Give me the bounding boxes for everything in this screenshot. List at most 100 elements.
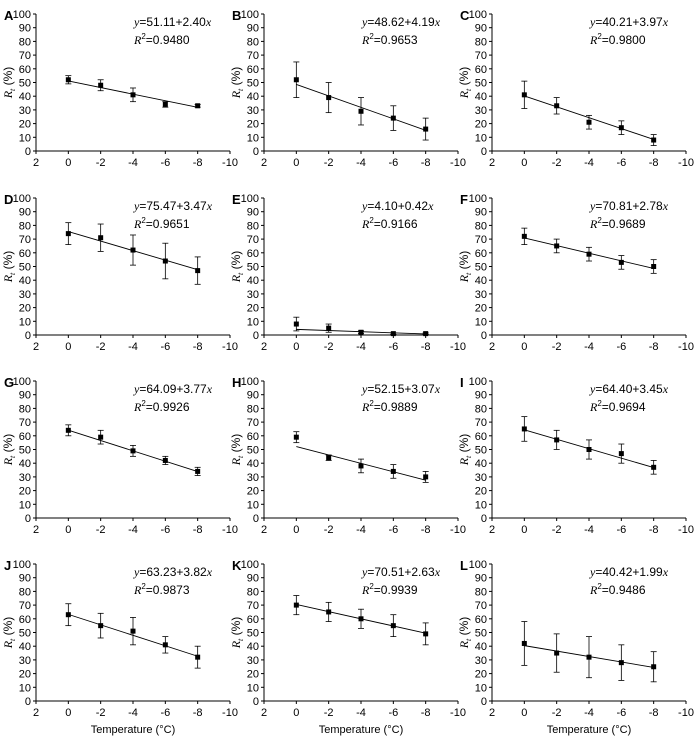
y-axis-title-main-l: R bbox=[457, 640, 471, 649]
equation-y-c: y bbox=[589, 15, 596, 29]
data-point-h bbox=[358, 463, 364, 469]
data-point-c bbox=[554, 103, 560, 109]
y-axis-title-h: Rt (%) bbox=[229, 434, 245, 467]
r-squared-value-l: =0.9486 bbox=[602, 583, 646, 597]
y-tick-label-k: 60 bbox=[247, 614, 259, 626]
r-squared-value-k: =0.9939 bbox=[374, 583, 418, 597]
data-point-b bbox=[326, 95, 332, 101]
equation-body-g: =64.09+3.77 bbox=[139, 382, 207, 396]
x-tick-label-i: 2 bbox=[489, 524, 495, 536]
y-tick-label-c: 90 bbox=[475, 23, 487, 35]
y-tick-label-l: 50 bbox=[475, 628, 487, 640]
x-tick-label-a: -2 bbox=[96, 157, 106, 169]
y-tick-label-b: 100 bbox=[241, 9, 259, 21]
equation-x-b: x bbox=[434, 15, 441, 29]
r-squared-a: R2=0.9480 bbox=[133, 32, 190, 47]
r-squared-value-c: =0.9800 bbox=[602, 33, 646, 47]
r-squared-sup-k: 2 bbox=[369, 582, 374, 591]
r-squared-sup-h: 2 bbox=[369, 399, 374, 408]
r-squared-sup-d: 2 bbox=[141, 216, 146, 225]
equation-x-h: x bbox=[434, 382, 441, 396]
equation-body-e: =4.10+0.42 bbox=[367, 199, 428, 213]
r-squared-r-l: R bbox=[589, 583, 598, 597]
r-squared-sup-l: 2 bbox=[597, 582, 602, 591]
data-point-k bbox=[293, 602, 299, 608]
y-tick-label-g: 80 bbox=[19, 403, 31, 415]
r-squared-sup-f: 2 bbox=[597, 216, 602, 225]
equation-y-g: y bbox=[133, 382, 140, 396]
y-axis-title-sub-h: t bbox=[236, 455, 245, 458]
data-point-e bbox=[390, 331, 396, 337]
equation-x-j: x bbox=[206, 565, 213, 579]
r-squared-sup-a: 2 bbox=[141, 32, 146, 41]
r-squared-sup-i: 2 bbox=[597, 399, 602, 408]
equation-h: y=52.15+3.07x bbox=[361, 382, 441, 396]
y-axis-title-i: Rt (%) bbox=[457, 434, 473, 467]
data-point-l bbox=[586, 654, 592, 660]
y-tick-label-e: 10 bbox=[247, 316, 259, 328]
y-tick-label-j: 20 bbox=[19, 669, 31, 681]
data-point-j bbox=[98, 623, 104, 629]
y-tick-label-a: 10 bbox=[19, 132, 31, 144]
x-tick-label-j: -8 bbox=[193, 707, 203, 719]
r-squared-sup-c: 2 bbox=[597, 32, 602, 41]
y-axis-title-unit-a: (%) bbox=[1, 67, 15, 89]
panel-label-f: F bbox=[460, 192, 468, 207]
y-tick-label-e: 50 bbox=[247, 262, 259, 274]
data-point-j bbox=[130, 628, 136, 634]
equation-x-l: x bbox=[662, 565, 669, 579]
y-axis-title-main-h: R bbox=[229, 457, 243, 466]
y-axis-title-c: Rt (%) bbox=[457, 67, 473, 100]
x-tick-label-a: -8 bbox=[193, 157, 203, 169]
panel-label-i: I bbox=[460, 375, 464, 390]
data-point-i bbox=[618, 451, 624, 457]
y-axis-title-main-e: R bbox=[229, 274, 243, 283]
x-tick-label-c: -6 bbox=[616, 157, 626, 169]
x-tick-label-e: 0 bbox=[293, 341, 299, 353]
data-point-a bbox=[130, 92, 136, 98]
equation-x-a: x bbox=[205, 15, 212, 29]
equation-j: y=63.23+3.82x bbox=[133, 565, 213, 579]
r-squared-f: R2=0.9689 bbox=[589, 216, 646, 231]
r-squared-value-e: =0.9166 bbox=[374, 217, 418, 231]
y-tick-label-a: 80 bbox=[19, 36, 31, 48]
data-point-g bbox=[162, 457, 168, 463]
r-squared-r-h: R bbox=[361, 400, 370, 414]
y-tick-label-b: 0 bbox=[253, 146, 259, 158]
equation-y-d: y bbox=[133, 199, 140, 213]
x-tick-label-k: -10 bbox=[450, 707, 466, 719]
y-tick-label-f: 80 bbox=[475, 220, 487, 232]
panel-label-h: H bbox=[232, 375, 241, 390]
data-point-d bbox=[98, 235, 104, 241]
equation-e: y=4.10+0.42x bbox=[361, 199, 434, 213]
x-tick-label-d: -8 bbox=[193, 341, 203, 353]
data-point-c bbox=[618, 125, 624, 131]
x-axis-title-k: Temperature (°C) bbox=[319, 724, 403, 736]
panel-label-j: J bbox=[4, 558, 11, 573]
y-tick-label-h: 20 bbox=[247, 486, 259, 498]
x-tick-label-k: 0 bbox=[293, 707, 299, 719]
data-point-e bbox=[326, 325, 332, 331]
y-axis-title-main-f: R bbox=[457, 274, 471, 283]
x-tick-label-g: -6 bbox=[160, 524, 170, 536]
y-tick-label-d: 40 bbox=[19, 275, 31, 287]
r-squared-r-j: R bbox=[133, 583, 142, 597]
y-tick-label-e: 70 bbox=[247, 234, 259, 246]
y-tick-label-l: 30 bbox=[475, 655, 487, 667]
x-tick-label-b: -10 bbox=[450, 157, 466, 169]
y-tick-label-a: 0 bbox=[25, 146, 31, 158]
data-point-h bbox=[326, 455, 332, 461]
equation-x-k: x bbox=[434, 565, 441, 579]
equation-y-e: y bbox=[361, 199, 368, 213]
r-squared-i: R2=0.9694 bbox=[589, 399, 646, 414]
data-point-c bbox=[651, 137, 657, 143]
equation-y-k: y bbox=[361, 565, 368, 579]
x-tick-label-c: 2 bbox=[489, 157, 495, 169]
equation-body-h: =52.15+3.07 bbox=[367, 382, 435, 396]
y-tick-label-g: 10 bbox=[19, 499, 31, 511]
